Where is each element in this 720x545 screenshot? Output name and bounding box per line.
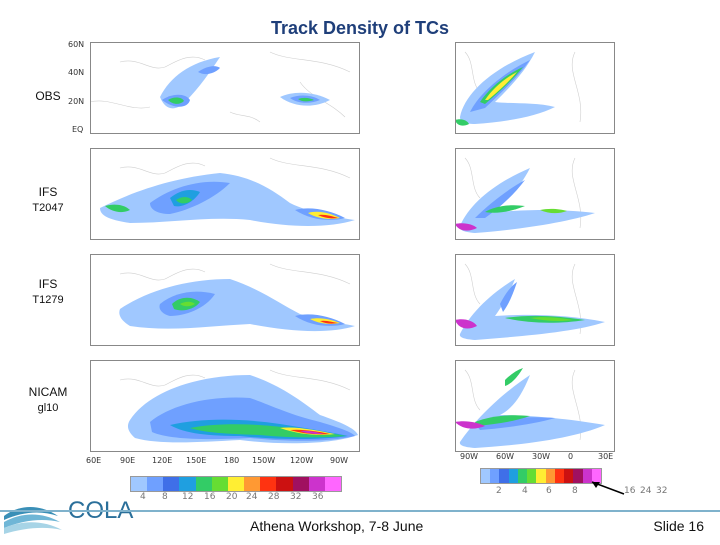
pacific-map-obs — [90, 42, 360, 134]
colorbar-swatch — [179, 477, 196, 491]
lon-label: 60W — [496, 452, 515, 461]
row-label-text: IFS — [38, 185, 58, 199]
tick-label: 16 — [624, 486, 636, 496]
tick-label: 16 — [204, 492, 216, 502]
atlantic-map-nicam — [455, 360, 615, 452]
colorbar-swatch — [195, 477, 212, 491]
colorbar-swatch — [591, 469, 602, 483]
colorbar-swatch — [517, 469, 528, 483]
colorbar-swatch — [527, 469, 537, 483]
colorbar-swatch — [536, 469, 546, 483]
tick-label: 12 — [182, 492, 194, 502]
cola-logo: COLA — [0, 490, 150, 540]
colorbar-swatch — [508, 469, 518, 483]
tick-label: 28 — [268, 492, 280, 502]
tick-label: 24 — [640, 486, 652, 496]
row-label-sub: gl10 — [37, 402, 59, 414]
pacific-lon-axis: 60E 90E 120E 150E 180 150W 120W 90W — [86, 456, 366, 468]
colorbar-swatch — [147, 477, 164, 491]
colorbar-swatch — [324, 477, 342, 491]
atlantic-map-ifs-t2047 — [455, 148, 615, 240]
tick-label: 8 — [162, 492, 168, 502]
lon-label: 90E — [120, 456, 136, 465]
colorbar-swatch — [564, 469, 574, 483]
pacific-map-ifs-t1279 — [90, 254, 360, 346]
tick-label: 6 — [546, 486, 552, 496]
tick-label: 4 — [140, 492, 146, 502]
colorbar-right — [480, 468, 602, 484]
atlantic-lon-axis: 90W 60W 30W 0 30E — [456, 452, 626, 464]
slide-title: Track Density of TCs — [270, 18, 450, 38]
footer-text: Athena Workshop, 7-8 June — [250, 518, 424, 534]
pacific-map-nicam — [90, 360, 360, 452]
colorbar-swatch — [554, 469, 565, 483]
colorbar-left — [130, 476, 342, 492]
colorbar-swatch — [227, 477, 245, 491]
colorbar-swatch — [211, 477, 228, 491]
row-label-ifs-t2047: IFS T2047 — [24, 184, 72, 216]
lon-label: 0 — [568, 452, 574, 461]
colorbar-swatch — [131, 477, 148, 491]
lat-label: 60N — [68, 40, 85, 49]
footer-divider — [0, 510, 720, 512]
atlantic-map-obs — [455, 42, 615, 134]
colorbar-swatch — [582, 469, 592, 483]
lon-label: 180 — [224, 456, 240, 465]
lon-label: 150E — [186, 456, 207, 465]
colorbar-swatch — [499, 469, 509, 483]
row-label-ifs-t1279: IFS T1279 — [24, 276, 72, 308]
lon-label: 90W — [330, 456, 349, 465]
lat-label: 40N — [68, 68, 85, 77]
pointer-arrow-icon — [591, 481, 625, 495]
lon-label: 150W — [252, 456, 276, 465]
tick-label: 32 — [290, 492, 302, 502]
tick-label: 32 — [656, 486, 668, 496]
row-label-sub: T1279 — [32, 294, 64, 306]
row-label-obs: OBS — [24, 88, 72, 104]
colorbar-swatch — [545, 469, 555, 483]
colorbar-swatch — [490, 469, 500, 483]
tick-label: 20 — [226, 492, 238, 502]
colorbar-swatch — [481, 469, 491, 483]
colorbar-swatch — [573, 469, 583, 483]
tick-label: 8 — [572, 486, 578, 496]
row-label-text: OBS — [35, 89, 61, 103]
colorbar-swatch — [276, 477, 293, 491]
lon-label: 120E — [152, 456, 173, 465]
colorbar-right-ticks: 2 4 6 8 16 24 32 — [480, 486, 680, 498]
row-label-text: IFS — [38, 277, 58, 291]
colorbar-swatch — [292, 477, 309, 491]
tick-label: 2 — [496, 486, 502, 496]
lat-label: 20N — [68, 97, 85, 106]
tick-label: 24 — [246, 492, 258, 502]
colorbar-swatch — [244, 477, 261, 491]
pacific-map-ifs-t2047 — [90, 148, 360, 240]
colorbar-left-ticks: 4 8 12 16 20 24 28 32 36 — [130, 492, 340, 504]
lon-label: 30W — [532, 452, 551, 461]
lon-label: 30E — [598, 452, 614, 461]
tick-label: 36 — [312, 492, 324, 502]
lon-label: 120W — [290, 456, 314, 465]
lat-label: EQ — [72, 125, 84, 134]
colorbar-swatch — [308, 477, 325, 491]
atlantic-map-ifs-t1279 — [455, 254, 615, 346]
colorbar-swatch — [260, 477, 277, 491]
slide-number: Slide 16 — [653, 518, 704, 534]
colorbar-swatch — [163, 477, 180, 491]
row-label-sub: T2047 — [32, 202, 64, 214]
row-label-text: NICAM — [28, 385, 68, 399]
tick-label: 4 — [522, 486, 528, 496]
lon-label: 60E — [86, 456, 102, 465]
row-label-nicam: NICAM gl10 — [24, 384, 72, 416]
lon-label: 90W — [460, 452, 479, 461]
